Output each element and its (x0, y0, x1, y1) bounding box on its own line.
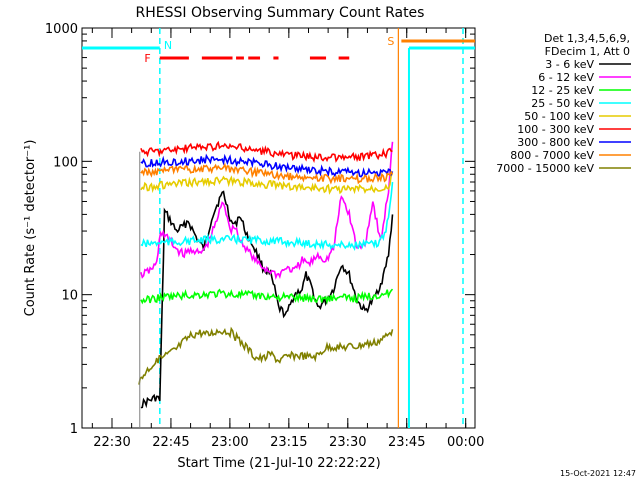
x-ticks: 22:30 22:45 23:00 23:15 23:30 23:45 00:00 (91, 28, 484, 450)
legend-label: 300 - 800 keV (517, 136, 594, 149)
legend-label: 25 - 50 keV (531, 97, 594, 110)
y-tick-label: 10 (61, 289, 78, 304)
annotation-label: F (144, 52, 150, 65)
legend: Det 1,3,4,5,6,9,FDecim 1, Att 03 - 6 keV… (496, 32, 631, 175)
legend-label: 3 - 6 keV (545, 58, 594, 71)
legend-header: FDecim 1, Att 0 (545, 45, 630, 58)
y-ticks: 1 10 100 1000 (45, 22, 475, 437)
annotation-label: N (164, 39, 172, 52)
y-axis-label: Count Rate (s⁻¹ detector⁻¹) (23, 140, 38, 317)
annotation-bands (82, 28, 475, 428)
series-line (140, 190, 394, 409)
legend-label: 7000 - 15000 keV (496, 162, 594, 175)
series-line (140, 288, 394, 305)
series-line (138, 326, 394, 385)
series-line (140, 181, 394, 251)
legend-label: 100 - 300 keV (517, 123, 594, 136)
legend-label: 50 - 100 keV (524, 110, 594, 123)
legend-label: 6 - 12 keV (538, 71, 594, 84)
legend-label: 12 - 25 keV (531, 84, 594, 97)
x-tick-label: 00:00 (447, 435, 484, 450)
plot-frame (81, 27, 476, 429)
x-axis-label: Start Time (21-Jul-10 22:22:22) (177, 456, 380, 471)
annotation-labels: N F S (144, 35, 394, 65)
y-tick-label: 1 (70, 422, 78, 437)
x-tick-label: 23:15 (270, 435, 307, 450)
x-tick-label: 23:00 (211, 435, 248, 450)
annotation-label: S (387, 35, 394, 48)
x-tick-label: 23:45 (388, 435, 425, 450)
x-tick-label: 22:30 (93, 435, 130, 450)
series-line (140, 141, 394, 280)
series-group (138, 140, 394, 428)
series-line (140, 173, 393, 195)
legend-label: 800 - 7000 keV (510, 149, 594, 162)
legend-header: Det 1,3,4,5,6,9, (544, 32, 630, 45)
x-tick-label: 23:30 (329, 435, 366, 450)
series-line (140, 153, 394, 178)
series-line (140, 140, 393, 163)
x-tick-label: 22:45 (152, 435, 189, 450)
chart-title: RHESSI Observing Summary Count Rates (136, 5, 425, 21)
y-tick-label: 100 (53, 155, 78, 170)
y-tick-label: 1000 (45, 22, 78, 37)
timestamp: 15-Oct-2021 12:47 (560, 469, 636, 478)
series-line (140, 162, 394, 185)
